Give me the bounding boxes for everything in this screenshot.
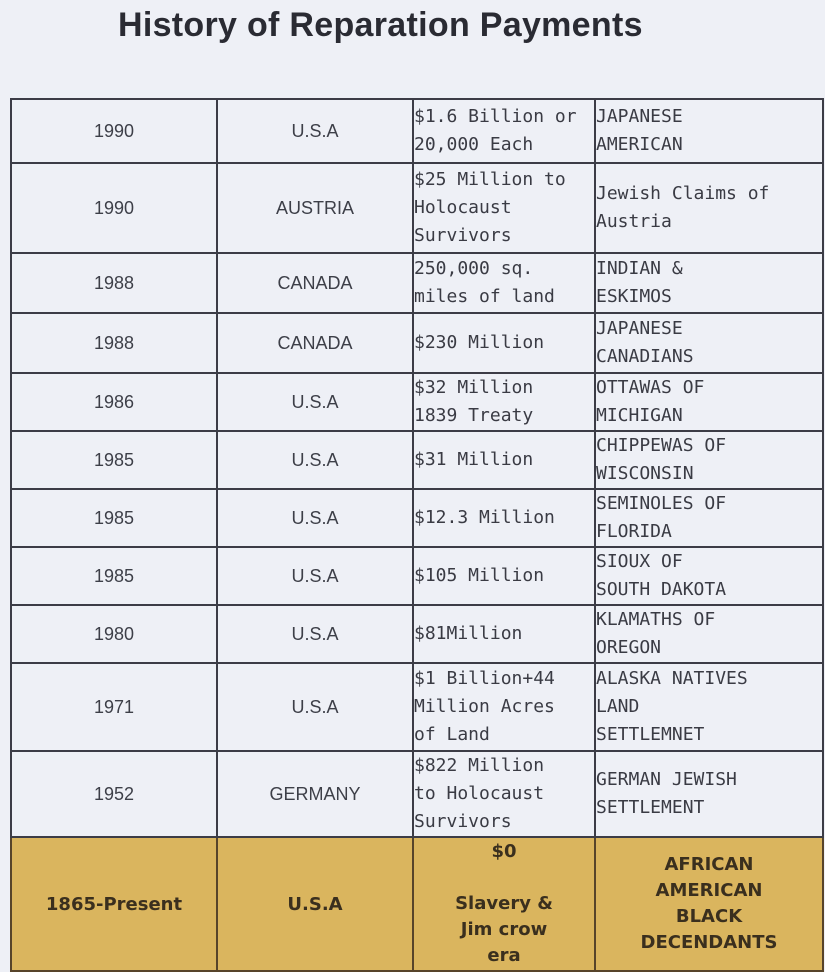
year-cell: 1985 (10, 488, 218, 548)
table-row: 1986 U.S.A $32 Million 1839 Treaty OTTAW… (10, 372, 824, 432)
country-cell: CANADA (216, 312, 414, 374)
country-cell: U.S.A (216, 430, 414, 490)
table-row: 1990 AUSTRIA $25 Million to Holocaust Su… (10, 162, 824, 254)
country-cell: U.S.A (216, 604, 414, 664)
country-cell: U.S.A (216, 98, 414, 164)
table-row: 1971 U.S.A $1 Billion+44 Million Acres o… (10, 662, 824, 752)
amount-cell: $230 Million (412, 312, 596, 374)
recipient-cell: SEMINOLES OF FLORIDA (594, 488, 824, 548)
year-cell: 1988 (10, 312, 218, 374)
country-cell: U.S.A (216, 372, 414, 432)
recipient-cell: JAPANESE AMERICAN (594, 98, 824, 164)
recipient-cell: GERMAN JEWISH SETTLEMENT (594, 750, 824, 838)
year-cell: 1980 (10, 604, 218, 664)
table-row: 1988 CANADA 250,000 sq. miles of land IN… (10, 252, 824, 314)
reparations-table: 1990 U.S.A $1.6 Billion or 20,000 Each J… (10, 98, 824, 972)
recipient-cell: OTTAWAS OF MICHIGAN (594, 372, 824, 432)
recipient-cell: CHIPPEWAS OF WISCONSIN (594, 430, 824, 490)
amount-cell: $32 Million 1839 Treaty (412, 372, 596, 432)
year-cell: 1986 (10, 372, 218, 432)
year-cell: 1990 (10, 98, 218, 164)
year-cell: 1971 (10, 662, 218, 752)
year-cell: 1952 (10, 750, 218, 838)
table-row: 1988 CANADA $230 Million JAPANESE CANADI… (10, 312, 824, 374)
country-cell: GERMANY (216, 750, 414, 838)
amount-cell: $0 Slavery & Jim crow era (412, 836, 596, 972)
table-row: 1952 GERMANY $822 Million to Holocaust S… (10, 750, 824, 838)
country-cell: U.S.A (216, 836, 414, 972)
recipient-cell: JAPANESE CANADIANS (594, 312, 824, 374)
amount-cell: $12.3 Million (412, 488, 596, 548)
year-cell: 1988 (10, 252, 218, 314)
amount-cell: $31 Million (412, 430, 596, 490)
amount-cell: $1.6 Billion or 20,000 Each (412, 98, 596, 164)
amount-cell: $105 Million (412, 546, 596, 606)
country-cell: U.S.A (216, 546, 414, 606)
recipient-cell: SIOUX OF SOUTH DAKOTA (594, 546, 824, 606)
recipient-cell: KLAMATHS OF OREGON (594, 604, 824, 664)
table-row: 1980 U.S.A $81Million KLAMATHS OF OREGON (10, 604, 824, 664)
year-cell: 1990 (10, 162, 218, 254)
amount-cell: 250,000 sq. miles of land (412, 252, 596, 314)
amount-cell: $1 Billion+44 Million Acres of Land (412, 662, 596, 752)
country-cell: AUSTRIA (216, 162, 414, 254)
year-cell: 1985 (10, 430, 218, 490)
recipient-cell: AFRICAN AMERICAN BLACK DECENDANTS (594, 836, 824, 972)
table-row: 1985 U.S.A $12.3 Million SEMINOLES OF FL… (10, 488, 824, 548)
recipient-cell: ALASKA NATIVES LAND SETTLEMNET (594, 662, 824, 752)
recipient-cell: Jewish Claims of Austria (594, 162, 824, 254)
year-cell: 1985 (10, 546, 218, 606)
recipient-cell: INDIAN & ESKIMOS (594, 252, 824, 314)
table-row: 1990 U.S.A $1.6 Billion or 20,000 Each J… (10, 98, 824, 164)
amount-cell: $81Million (412, 604, 596, 664)
year-cell: 1865-Present (10, 836, 218, 972)
amount-cell: $25 Million to Holocaust Survivors (412, 162, 596, 254)
table-row: 1985 U.S.A $31 Million CHIPPEWAS OF WISC… (10, 430, 824, 490)
country-cell: CANADA (216, 252, 414, 314)
table-row-highlighted: 1865-Present U.S.A $0 Slavery & Jim crow… (10, 836, 824, 972)
country-cell: U.S.A (216, 488, 414, 548)
table-row: 1985 U.S.A $105 Million SIOUX OF SOUTH D… (10, 546, 824, 606)
country-cell: U.S.A (216, 662, 414, 752)
amount-cell: $822 Million to Holocaust Survivors (412, 750, 596, 838)
page-title: History of Reparation Payments (118, 6, 643, 44)
